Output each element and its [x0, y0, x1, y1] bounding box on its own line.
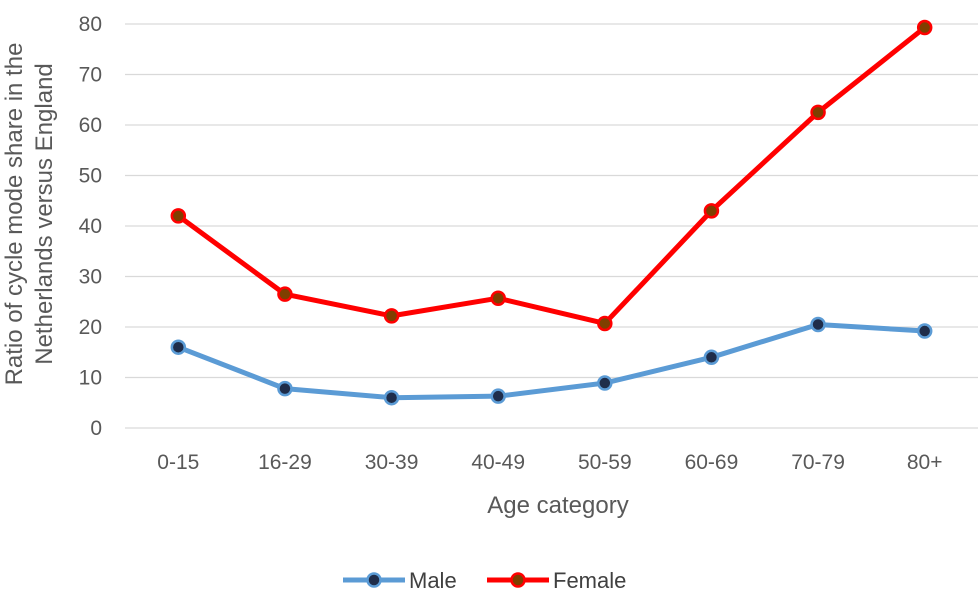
- data-point-female: [810, 104, 826, 121]
- y-tick-labels: 0 10 20 30 40 50 60 70 80: [79, 13, 102, 440]
- data-point-female: [597, 315, 613, 332]
- y-tick-label: 40: [79, 215, 102, 238]
- data-point-male: [277, 380, 293, 397]
- legend: Male Female: [343, 568, 626, 591]
- gridlines: [125, 23, 978, 429]
- y-tick-label: 60: [79, 114, 102, 137]
- x-tick-label: 0-15: [157, 451, 199, 474]
- data-point-female: [170, 208, 187, 224]
- data-point-male: [490, 388, 506, 404]
- x-axis-title: Age category: [487, 492, 628, 519]
- data-point-female: [916, 19, 933, 36]
- x-tick-label: 40-49: [471, 451, 525, 474]
- data-point-female: [383, 308, 400, 324]
- legend-label-female: Female: [553, 568, 626, 591]
- data-point-male: [703, 349, 720, 366]
- x-tick-label: 80+: [907, 451, 943, 474]
- data-point-female: [277, 286, 293, 302]
- data-point-female: [703, 203, 720, 219]
- series-line-female: [175, 25, 928, 326]
- data-point-male: [383, 389, 400, 406]
- y-tick-label: 10: [79, 367, 102, 390]
- data-point-male: [597, 375, 613, 391]
- y-axis-title-line-1: Ratio of cycle mode share in the: [1, 43, 28, 386]
- x-tick-label: 16-29: [258, 451, 312, 474]
- y-tick-label: 50: [79, 165, 102, 188]
- data-point-male: [916, 323, 933, 339]
- y-tick-label: 80: [79, 13, 102, 36]
- x-tick-label: 50-59: [578, 451, 632, 474]
- data-point-male: [810, 316, 826, 333]
- x-tick-label: 70-79: [791, 451, 845, 474]
- legend-label-male: Male: [409, 568, 457, 591]
- y-axis-title-line-2: Netherlands versus England: [31, 63, 58, 365]
- data-point-male: [170, 339, 187, 355]
- y-tick-label: 0: [90, 417, 102, 440]
- x-tick-label: 60-69: [685, 451, 739, 474]
- y-tick-label: 70: [79, 64, 102, 87]
- legend-marker-female: [510, 572, 526, 588]
- x-tick-label: 30-39: [365, 451, 419, 474]
- series-group: [170, 19, 933, 406]
- legend-marker-male: [366, 572, 382, 588]
- x-tick-labels: 0-15 16-29 30-39 40-49 50-59 60-69 70-79 80+: [157, 451, 942, 474]
- data-point-female: [490, 290, 506, 306]
- y-tick-label: 30: [79, 266, 102, 289]
- y-tick-label: 20: [79, 316, 102, 339]
- series-line-male: [175, 321, 928, 401]
